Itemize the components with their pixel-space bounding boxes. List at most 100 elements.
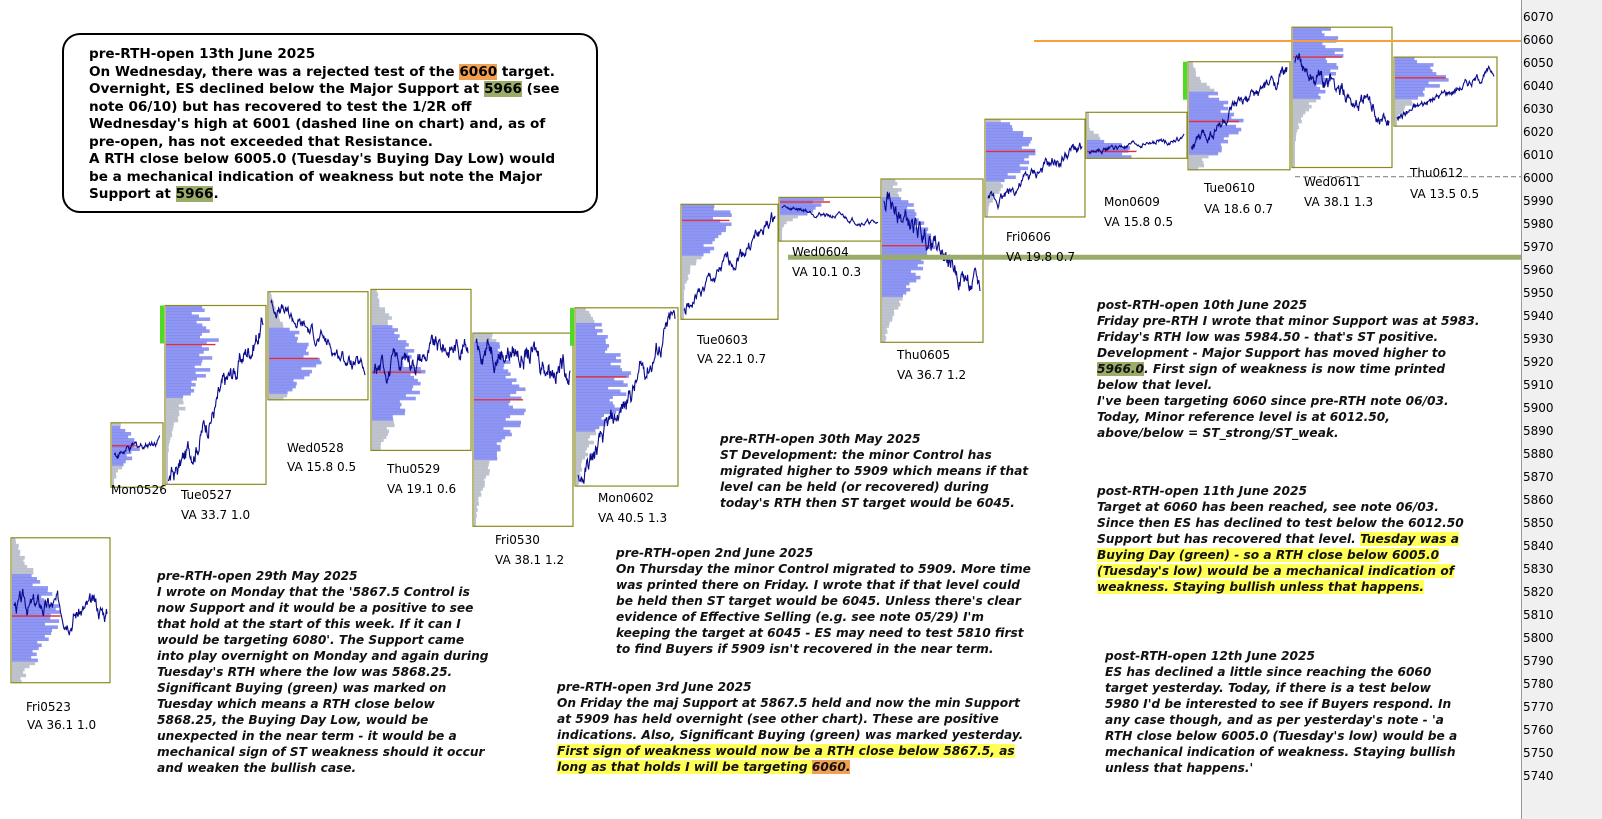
profile-bar	[474, 381, 513, 386]
callout-line: Support at 5966.	[89, 186, 219, 202]
profile-bar	[474, 393, 511, 398]
profile-bar	[882, 281, 910, 286]
price-series	[1088, 133, 1185, 155]
price-series	[987, 142, 1083, 211]
session-box	[10, 537, 111, 684]
profile-bar	[986, 160, 1030, 165]
profile-bar	[576, 380, 624, 384]
profile-bar	[1395, 123, 1397, 127]
profile-bar	[112, 428, 126, 433]
price-series	[13, 588, 108, 636]
profile-bar	[1189, 67, 1196, 72]
profile-bar	[166, 466, 168, 471]
profile-bar	[474, 408, 526, 413]
profile-bar	[682, 316, 684, 320]
profile-bar	[576, 461, 582, 466]
profile-bar	[372, 352, 409, 356]
profile-bar	[882, 194, 899, 198]
axis-tick-label: 5740	[1523, 769, 1554, 783]
profile-bar	[682, 219, 721, 224]
session-label: Thu0612	[1410, 166, 1464, 180]
profile-bar	[882, 299, 900, 304]
profile-bar	[882, 239, 933, 244]
profile-bar	[372, 357, 403, 362]
profile-bar	[682, 310, 684, 314]
profile-bar	[474, 505, 477, 509]
profile-bar	[269, 375, 305, 380]
profile-bar	[474, 339, 497, 343]
axis-tick-label: 6030	[1523, 102, 1554, 116]
profile-bar	[474, 465, 488, 470]
buying-day-marker	[570, 307, 574, 346]
profile-bar	[474, 363, 505, 367]
profile-bar	[682, 301, 684, 305]
profile-bar	[882, 302, 901, 307]
profile-bar	[1395, 96, 1418, 100]
note-2nd-june: pre-RTH-open 2nd June 2025 On Thursday t…	[616, 545, 1031, 657]
profile-bar	[682, 243, 704, 248]
value-area-label: VA 18.6 0.7	[1204, 202, 1274, 216]
profile-bar	[1189, 85, 1210, 90]
value-area-label: VA 38.1 1.2	[495, 553, 565, 567]
axis-tick-label: 5800	[1523, 631, 1554, 645]
profile-bar	[1293, 125, 1300, 130]
profile-bar	[12, 625, 58, 629]
callout-line: On Wednesday, there was a rejected test …	[89, 63, 555, 80]
axis-tick-label: 5810	[1523, 608, 1554, 622]
note-line: ES has declined a little since reaching …	[1105, 665, 1432, 679]
profile-bar	[166, 442, 169, 447]
profile-bar	[1293, 110, 1306, 115]
profile-bar	[882, 290, 907, 295]
profile-bar	[576, 455, 586, 460]
profile-bar	[12, 631, 52, 635]
profile-bar	[576, 338, 606, 342]
profile-bar	[474, 399, 511, 404]
profile-bar	[1293, 122, 1299, 127]
profile-bar	[1395, 66, 1431, 70]
profile-bar	[986, 213, 988, 218]
callout-line: note 06/10) but has recovered to test th…	[89, 98, 472, 115]
profile-bar	[166, 469, 168, 474]
profile-bar	[12, 574, 32, 578]
price-series	[1190, 66, 1288, 150]
axis-tick-label: 5960	[1523, 263, 1554, 277]
profile-bar	[576, 347, 608, 351]
profile-bar	[1189, 76, 1200, 81]
axis-tick-label: 5850	[1523, 516, 1554, 530]
profile-bar	[372, 396, 416, 401]
profile-bar	[474, 387, 526, 392]
profile-bar	[474, 405, 514, 410]
profile-bar	[166, 475, 168, 479]
profile-bar	[474, 384, 520, 389]
profile-bar	[166, 365, 195, 369]
axis-tick-label: 5750	[1523, 746, 1554, 760]
profile-bar	[372, 313, 390, 317]
note-line: mechanical sign of ST weakness should it…	[157, 745, 485, 759]
profile-bar	[474, 487, 483, 491]
profile-bar	[1293, 89, 1326, 94]
profile-bar	[12, 540, 16, 545]
price-series	[1396, 64, 1495, 122]
note-line: I've been targeting 6060 since pre-RTH n…	[1097, 394, 1449, 408]
profile-bar	[576, 319, 595, 324]
axis-tick-label: 5880	[1523, 447, 1554, 461]
profile-bar	[12, 655, 32, 660]
profile-bar	[1293, 54, 1344, 58]
profile-bar	[1395, 87, 1425, 91]
profile-bar	[474, 514, 477, 518]
profile-bar	[166, 362, 202, 366]
profile-bar	[986, 136, 1033, 141]
session-label: Wed0528	[287, 441, 344, 455]
profile-bar	[1395, 108, 1404, 112]
profile-bar	[372, 316, 392, 320]
session-box	[370, 288, 472, 451]
profile-bar	[986, 122, 1011, 126]
axis-tick-label: 5860	[1523, 493, 1554, 507]
profile-bar	[166, 341, 207, 345]
profile-bar	[269, 387, 293, 392]
session-box	[267, 291, 369, 401]
value-area-label: VA 19.1 0.6	[387, 482, 457, 496]
axis-tick-label: 6010	[1523, 148, 1554, 162]
profile-bar	[474, 333, 493, 337]
profile-bar	[112, 435, 129, 439]
